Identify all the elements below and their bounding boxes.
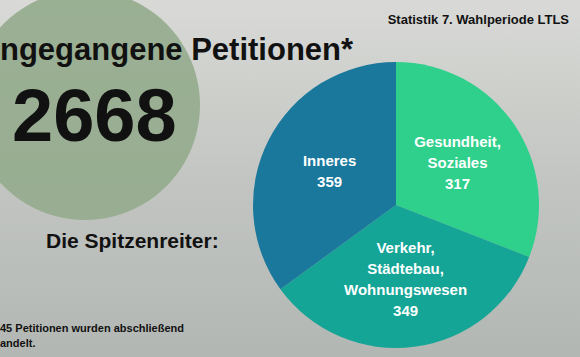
svg-text:Verkehr,: Verkehr, <box>376 239 434 256</box>
svg-text:Städtebau,: Städtebau, <box>367 260 444 277</box>
svg-text:Gesundheit,: Gesundheit, <box>414 133 501 150</box>
svg-text:349: 349 <box>393 302 418 319</box>
svg-text:Inneres: Inneres <box>303 152 356 169</box>
svg-text:Statistik 7. Wahlperiode LTLS: Statistik 7. Wahlperiode LTLS <box>388 12 570 27</box>
svg-text:Wohnungswesen: Wohnungswesen <box>344 281 467 298</box>
svg-text:ngegangene Petitionen*: ngegangene Petitionen* <box>0 32 354 67</box>
svg-text:317: 317 <box>445 175 470 192</box>
svg-text:Die Spitzenreiter:: Die Spitzenreiter: <box>46 229 219 252</box>
svg-text:Soziales: Soziales <box>428 154 488 171</box>
svg-text:359: 359 <box>317 173 342 190</box>
svg-text:45 Petitionen wurden abschließ: 45 Petitionen wurden abschließend <box>0 322 184 334</box>
svg-text:andelt.: andelt. <box>0 337 35 349</box>
svg-text:2668: 2668 <box>12 74 177 157</box>
